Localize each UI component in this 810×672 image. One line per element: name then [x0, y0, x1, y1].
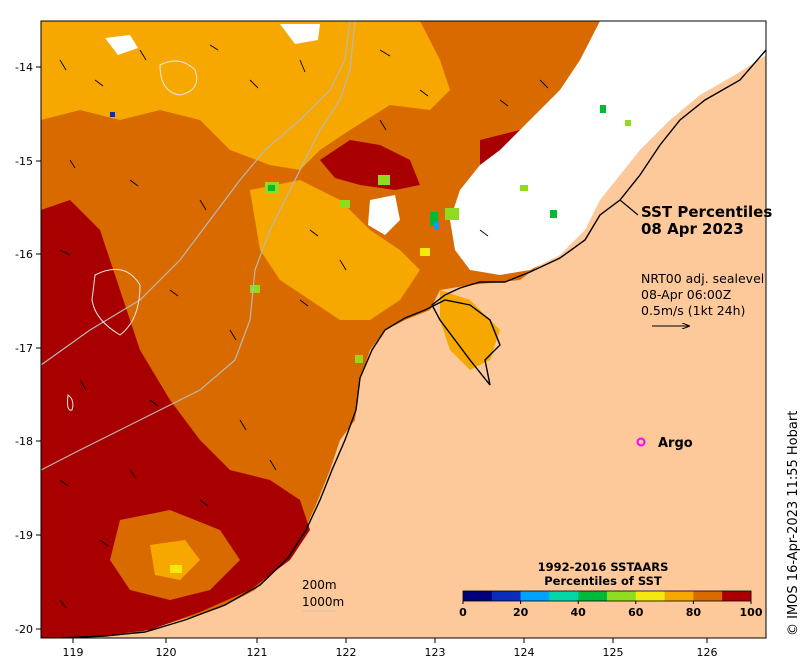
lat-tick-label: -16 [15, 248, 33, 261]
map-plot-area [41, 21, 766, 638]
lon-tick-label: 122 [336, 646, 357, 659]
colorbar-swatch [693, 591, 723, 601]
lat-tick-label: -15 [15, 155, 33, 168]
colorbar: 1992-2016 SSTAARS Percentiles of SST 0 20… [459, 560, 763, 619]
current-arrows [59, 44, 549, 609]
lat-tick-label: -17 [15, 342, 33, 355]
longitude-axis: 119 120 121 122 123 124 125 126 [63, 638, 718, 659]
cloud-mask-small-1 [368, 195, 400, 235]
colorbar-frame [462, 590, 752, 602]
lat-tick-label: -19 [15, 529, 33, 542]
contour-ring-2 [91, 268, 141, 336]
sst-patch-darkred-north [320, 140, 420, 190]
coastline [59, 49, 766, 638]
contour-200m [41, 21, 351, 366]
title-pointer-line [619, 199, 639, 216]
colorbar-ticks: 0 20 40 60 80 100 [459, 601, 763, 619]
colorbar-tick-label: 100 [740, 606, 763, 619]
sst-patch-darkred-west [41, 200, 310, 638]
velocity-info-line-2: 08-Apr 06:00Z [641, 287, 731, 302]
cloud-mask [450, 21, 766, 275]
colorbar-swatch [578, 591, 608, 601]
cloud-mask-small-2 [105, 35, 138, 55]
argo-label: Argo [658, 436, 693, 451]
colorbar-swatches [463, 591, 752, 601]
colorbar-tick-label: 40 [571, 606, 587, 619]
cloud-mask-small-3 [280, 24, 320, 44]
colorbar-tick-label: 0 [459, 606, 467, 619]
contour-ring-3 [67, 394, 74, 411]
lon-tick-label: 126 [697, 646, 718, 659]
colorbar-swatch [491, 591, 521, 601]
colorbar-swatch [722, 591, 752, 601]
contour-ring-1 [159, 60, 198, 96]
latitude-axis: -14 -15 -16 -17 -18 -19 -20 [15, 61, 41, 636]
lat-tick-label: -18 [15, 435, 33, 448]
lat-tick-label: -20 [15, 623, 33, 636]
colorbar-swatch [635, 591, 665, 601]
sst-patch-orange-coast [440, 290, 500, 370]
plot-frame [40, 20, 767, 639]
colorbar-tick-label: 80 [686, 606, 702, 619]
map-title-line-1: SST Percentiles [641, 203, 772, 221]
colorbar-swatch [664, 591, 694, 601]
colorbar-swatch [607, 591, 637, 601]
depth-label-1000m: 1000m [302, 595, 344, 609]
lon-tick-label: 124 [514, 646, 535, 659]
depth-label-200m: 200m [302, 578, 337, 592]
lon-tick-label: 119 [63, 646, 84, 659]
lon-tick-label: 123 [425, 646, 446, 659]
credit-text: © IMOS 16-Apr-2023 11:55 Hobart [786, 411, 801, 636]
velocity-info-line-3: 0.5m/s (1kt 24h) [641, 303, 745, 318]
lat-tick-label: -14 [15, 61, 33, 74]
sst-patch-yellow-sw [150, 540, 200, 580]
colorbar-tick-label: 20 [513, 606, 529, 619]
sst-patch-orange-north [41, 21, 450, 170]
cool-anomaly-specks [110, 105, 631, 573]
argo-marker [636, 437, 646, 447]
colorbar-tick-label: 60 [628, 606, 644, 619]
contour-1000m [41, 21, 356, 471]
lon-tick-label: 120 [156, 646, 177, 659]
map-title-line-2: 08 Apr 2023 [641, 220, 744, 238]
lon-tick-label: 125 [603, 646, 624, 659]
colorbar-swatch [549, 591, 579, 601]
lon-tick-label: 121 [247, 646, 268, 659]
colorbar-swatch [520, 591, 550, 601]
colorbar-title-line-2: Percentiles of SST [544, 574, 662, 588]
colorbar-swatch [463, 591, 493, 601]
colorbar-title-line-1: 1992-2016 SSTAARS [538, 560, 669, 574]
velocity-info-line-1: NRT00 adj. sealevel [641, 271, 764, 286]
sst-patch-orange-mid [250, 180, 420, 320]
